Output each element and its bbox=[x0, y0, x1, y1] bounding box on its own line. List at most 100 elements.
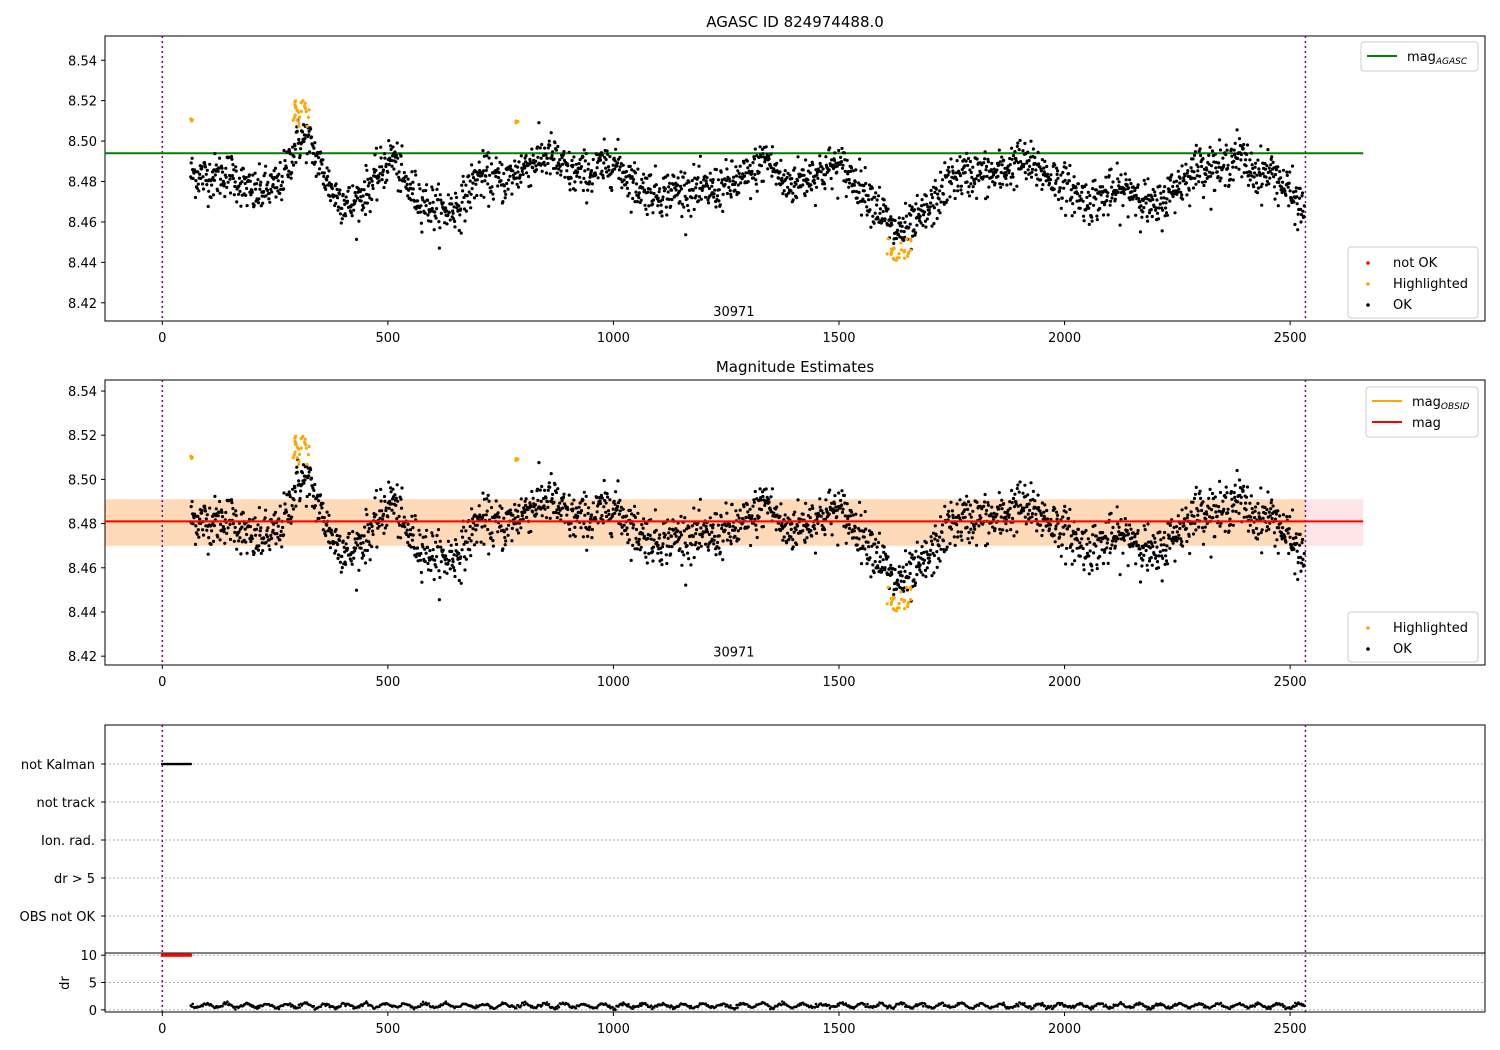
magnitude-estimates-panel: Magnitude Estimates 8.428.448.468.488.50… bbox=[68, 358, 1486, 690]
data-point bbox=[824, 507, 829, 511]
data-point bbox=[751, 161, 755, 165]
data-point bbox=[1237, 478, 1242, 482]
data-point bbox=[262, 189, 266, 194]
data-point bbox=[670, 545, 674, 549]
data-point bbox=[808, 171, 812, 175]
data-point bbox=[657, 190, 661, 194]
data-point bbox=[482, 195, 486, 199]
data-point bbox=[598, 499, 602, 503]
data-point bbox=[338, 534, 342, 538]
data-point bbox=[861, 197, 865, 201]
data-point bbox=[863, 200, 867, 204]
data-point bbox=[1278, 514, 1282, 518]
data-point bbox=[733, 526, 738, 530]
data-point bbox=[379, 145, 383, 149]
data-point bbox=[876, 566, 880, 570]
data-point bbox=[830, 501, 834, 505]
data-point bbox=[475, 193, 479, 198]
obsid-annotation: 30971 bbox=[713, 305, 754, 320]
data-point bbox=[386, 170, 390, 174]
data-point bbox=[297, 121, 301, 125]
data-point bbox=[570, 158, 574, 163]
data-point bbox=[1136, 185, 1140, 189]
data-point bbox=[767, 157, 771, 161]
data-point bbox=[1045, 164, 1049, 169]
data-point bbox=[293, 147, 297, 151]
data-point bbox=[252, 551, 256, 555]
data-point bbox=[1155, 545, 1159, 549]
data-point bbox=[1137, 544, 1141, 548]
data-point bbox=[363, 548, 367, 552]
data-point bbox=[1281, 513, 1286, 517]
data-point bbox=[417, 528, 421, 532]
data-point bbox=[560, 156, 564, 160]
data-point bbox=[1239, 152, 1243, 157]
data-point bbox=[484, 174, 488, 178]
data-point bbox=[259, 526, 263, 530]
data-point bbox=[934, 187, 938, 191]
data-point bbox=[429, 209, 433, 213]
data-point bbox=[291, 456, 295, 460]
data-point bbox=[313, 160, 317, 164]
data-point bbox=[1063, 504, 1067, 508]
data-point bbox=[347, 186, 351, 190]
data-point bbox=[1230, 497, 1234, 501]
data-point bbox=[1290, 164, 1295, 168]
data-point bbox=[1158, 550, 1162, 554]
data-point bbox=[588, 517, 593, 521]
data-point bbox=[239, 552, 243, 556]
data-point bbox=[561, 162, 565, 166]
data-point bbox=[378, 172, 382, 176]
data-point bbox=[680, 563, 684, 567]
data-point bbox=[471, 181, 475, 185]
data-point bbox=[795, 542, 799, 547]
data-point bbox=[508, 508, 513, 512]
data-point bbox=[1300, 541, 1304, 545]
data-point bbox=[203, 162, 207, 167]
data-point bbox=[1285, 515, 1289, 519]
data-point bbox=[1201, 157, 1205, 161]
data-point bbox=[293, 144, 297, 148]
data-point bbox=[932, 222, 936, 226]
data-point bbox=[585, 201, 589, 205]
data-point bbox=[1268, 176, 1272, 180]
data-point bbox=[915, 223, 919, 227]
data-point bbox=[459, 207, 463, 211]
data-point bbox=[1224, 152, 1228, 157]
data-point bbox=[699, 197, 703, 201]
data-point bbox=[659, 551, 663, 555]
data-point bbox=[718, 203, 722, 207]
data-point bbox=[505, 527, 509, 531]
data-point bbox=[1005, 183, 1009, 187]
data-point bbox=[389, 144, 393, 148]
data-point bbox=[323, 184, 327, 188]
data-point bbox=[247, 517, 252, 522]
data-point bbox=[350, 562, 354, 566]
data-point bbox=[225, 531, 229, 536]
data-point bbox=[1245, 495, 1249, 499]
data-point bbox=[656, 204, 660, 208]
data-point bbox=[299, 489, 303, 493]
data-point bbox=[519, 180, 523, 184]
data-point bbox=[1221, 156, 1225, 160]
data-point bbox=[878, 560, 882, 564]
data-point bbox=[897, 216, 901, 220]
data-point bbox=[1216, 175, 1220, 179]
data-point bbox=[914, 549, 918, 553]
data-point bbox=[673, 532, 677, 536]
data-point bbox=[1280, 531, 1284, 535]
data-point bbox=[548, 172, 552, 176]
data-point bbox=[424, 551, 428, 555]
data-point bbox=[895, 228, 900, 232]
data-point bbox=[1057, 189, 1062, 193]
data-point bbox=[336, 542, 340, 547]
data-point bbox=[787, 191, 791, 195]
data-point bbox=[690, 196, 694, 200]
data-point bbox=[1030, 167, 1035, 171]
data-point bbox=[590, 536, 594, 540]
data-point bbox=[1066, 516, 1071, 520]
data-point bbox=[1016, 504, 1020, 508]
data-point bbox=[624, 514, 629, 518]
data-point bbox=[417, 183, 421, 187]
data-point bbox=[894, 236, 899, 241]
